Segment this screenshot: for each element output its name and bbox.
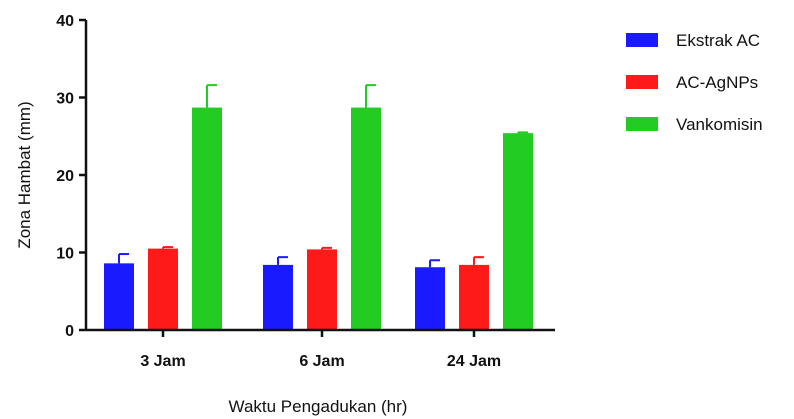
legend-swatch xyxy=(626,75,658,89)
y-tick-label: 0 xyxy=(65,323,74,340)
x-axis-title: Waktu Pengadukan (hr) xyxy=(229,397,408,416)
legend-label: AC-AgNPs xyxy=(676,73,758,92)
legend-swatch xyxy=(626,33,658,47)
y-tick-label: 20 xyxy=(56,168,74,185)
plot-area xyxy=(104,84,533,330)
bar xyxy=(104,263,134,330)
bar xyxy=(307,249,337,330)
y-axis-title: Zona Hambat (mm) xyxy=(15,101,34,248)
x-tick-label: 24 Jam xyxy=(447,353,501,370)
bar xyxy=(459,264,489,330)
legend: Ekstrak AC AC-AgNPs Vankomisin xyxy=(626,31,763,134)
bar xyxy=(263,264,293,330)
bar xyxy=(503,133,533,330)
legend-label: Vankomisin xyxy=(676,115,763,134)
x-tick-label: 6 Jam xyxy=(299,353,344,370)
y-tick-label: 10 xyxy=(56,246,74,263)
bar xyxy=(192,107,222,330)
bar xyxy=(415,267,445,330)
legend-swatch xyxy=(626,117,658,131)
bar xyxy=(351,107,381,330)
legend-label: Ekstrak AC xyxy=(676,31,760,50)
x-tick-label: 3 Jam xyxy=(140,353,185,370)
bar xyxy=(148,248,178,330)
y-tick-label: 40 xyxy=(56,13,74,30)
y-tick-label: 30 xyxy=(56,91,74,108)
y-axis: 0 10 20 30 40 xyxy=(56,13,88,340)
x-axis: 3 Jam 6 Jam 24 Jam xyxy=(86,328,555,370)
